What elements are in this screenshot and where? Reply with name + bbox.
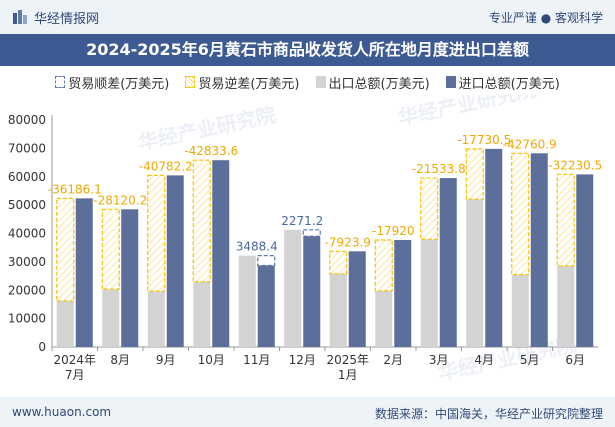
- export-bar: [238, 255, 256, 347]
- surplus-box: [257, 255, 276, 267]
- balance-label: -36186.1: [48, 182, 102, 196]
- import-bar: [576, 174, 594, 347]
- legend-item-import[interactable]: 进口总额(万美元): [445, 71, 560, 93]
- deficit-box: [56, 197, 75, 302]
- deficit-box: [511, 152, 530, 276]
- balance-label: -7923.9: [325, 235, 371, 249]
- x-tick-label: 2月: [383, 353, 403, 367]
- y-tick-label: 50000: [8, 198, 46, 212]
- deficit-box: [465, 148, 484, 200]
- footer: www.huaon.com 数据来源：中国海关，华经产业研究院整理: [0, 397, 615, 427]
- legend-item-export[interactable]: 出口总额(万美元): [315, 71, 430, 93]
- y-tick-label: 30000: [8, 255, 46, 269]
- export-bar: [420, 239, 438, 347]
- export-bar: [329, 273, 347, 347]
- export-bar: [147, 291, 165, 347]
- import-bar: [394, 239, 412, 347]
- x-tick-label: 6月: [565, 353, 585, 367]
- legend-label-deficit: 贸易逆差(万美元): [198, 76, 300, 92]
- y-tick-label: 10000: [8, 312, 46, 326]
- import-bar: [75, 198, 93, 347]
- deficit-box: [374, 239, 393, 292]
- balance-label: -42760.9: [503, 137, 557, 151]
- watermark-3: 华经产业研究院: [436, 332, 578, 385]
- import-bar: [121, 209, 139, 347]
- import-bar: [166, 175, 184, 347]
- x-tick-label: 12月: [289, 353, 316, 367]
- y-tick-label: 80000: [8, 113, 46, 127]
- logo-icon: [13, 10, 27, 24]
- export-bar: [557, 265, 575, 347]
- export-bar: [56, 301, 74, 347]
- balance-label: 3488.4: [236, 240, 278, 254]
- deficit-box: [329, 250, 348, 275]
- y-tick-label: 70000: [8, 141, 46, 155]
- import-bar: [348, 251, 366, 347]
- legend-swatch-deficit: [185, 76, 196, 88]
- x-tick-label: 8月: [110, 353, 130, 367]
- x-tick-label: 2024年 7月: [53, 353, 96, 382]
- balance-label: -42833.6: [184, 144, 238, 158]
- balance-label: -17920: [372, 224, 415, 238]
- surplus-box: [302, 229, 321, 237]
- x-tick-label: 2025年 1月: [326, 353, 369, 382]
- legend-swatch-export: [315, 76, 326, 88]
- export-bar: [375, 290, 393, 347]
- legend-item-surplus[interactable]: 贸易顺差(万美元): [55, 71, 169, 93]
- brand[interactable]: 华经情报网: [12, 8, 100, 27]
- x-tick-label: 3月: [429, 353, 449, 367]
- slogan: 专业严谨 ● 客观科学: [488, 11, 603, 25]
- deficit-box: [192, 159, 211, 283]
- export-bar: [102, 289, 120, 347]
- chart-area: 华经产业研究院 华经产业研究院 华经产业研究院 0100002000030000…: [8, 95, 602, 385]
- legend-label-export: 出口总额(万美元): [328, 76, 430, 92]
- data-source: 数据来源：中国海关，华经产业研究院整理: [374, 407, 603, 421]
- deficit-box: [420, 177, 439, 240]
- balance-label: -28120.2: [93, 193, 147, 207]
- y-tick-label: 0: [38, 340, 46, 354]
- import-bar: [485, 148, 503, 347]
- import-bar: [303, 236, 321, 347]
- import-bar: [530, 153, 548, 347]
- chart-title: 2024-2025年6月黄石市商品收发货人所在地月度进出口差额: [0, 34, 615, 66]
- import-bar: [257, 265, 275, 347]
- export-bar: [193, 281, 211, 347]
- website-link[interactable]: www.huaon.com: [12, 405, 112, 419]
- legend-item-deficit[interactable]: 贸易逆差(万美元): [185, 71, 300, 93]
- balance-label: 2271.2: [281, 214, 323, 228]
- export-bar: [466, 199, 484, 347]
- y-tick-label: 60000: [8, 170, 46, 184]
- legend-swatch-surplus: [55, 76, 66, 88]
- deficit-box: [556, 173, 575, 267]
- import-bar: [439, 178, 457, 347]
- x-tick-label: 10月: [198, 353, 225, 367]
- export-bar: [511, 274, 529, 347]
- balance-label: -40782.2: [139, 159, 193, 173]
- legend: 贸易顺差(万美元) 贸易逆差(万美元) 出口总额(万美元) 进口总额(万美元): [0, 71, 615, 93]
- legend-swatch-import: [445, 76, 456, 88]
- deficit-box: [101, 208, 120, 290]
- brand-name: 华经情报网: [34, 11, 100, 27]
- y-tick-label: 40000: [8, 227, 46, 241]
- x-tick-label: 11月: [243, 353, 270, 367]
- x-tick-label: 9月: [156, 353, 176, 367]
- import-bar: [212, 160, 230, 347]
- balance-label: -21533.8: [412, 162, 466, 176]
- x-tick-label: 5月: [520, 353, 540, 367]
- watermark-2: 华经产业研究院: [396, 95, 538, 130]
- export-bar: [284, 229, 302, 347]
- balance-label: -32230.5: [548, 158, 602, 172]
- deficit-box: [147, 174, 166, 292]
- balance-label: -17730.5: [457, 133, 511, 147]
- top-bar: 华经情报网 专业严谨 ● 客观科学: [0, 0, 615, 34]
- x-tick-label: 4月: [474, 353, 494, 367]
- y-tick-label: 20000: [8, 283, 46, 297]
- legend-label-surplus: 贸易顺差(万美元): [68, 76, 170, 92]
- legend-label-import: 进口总额(万美元): [458, 76, 560, 92]
